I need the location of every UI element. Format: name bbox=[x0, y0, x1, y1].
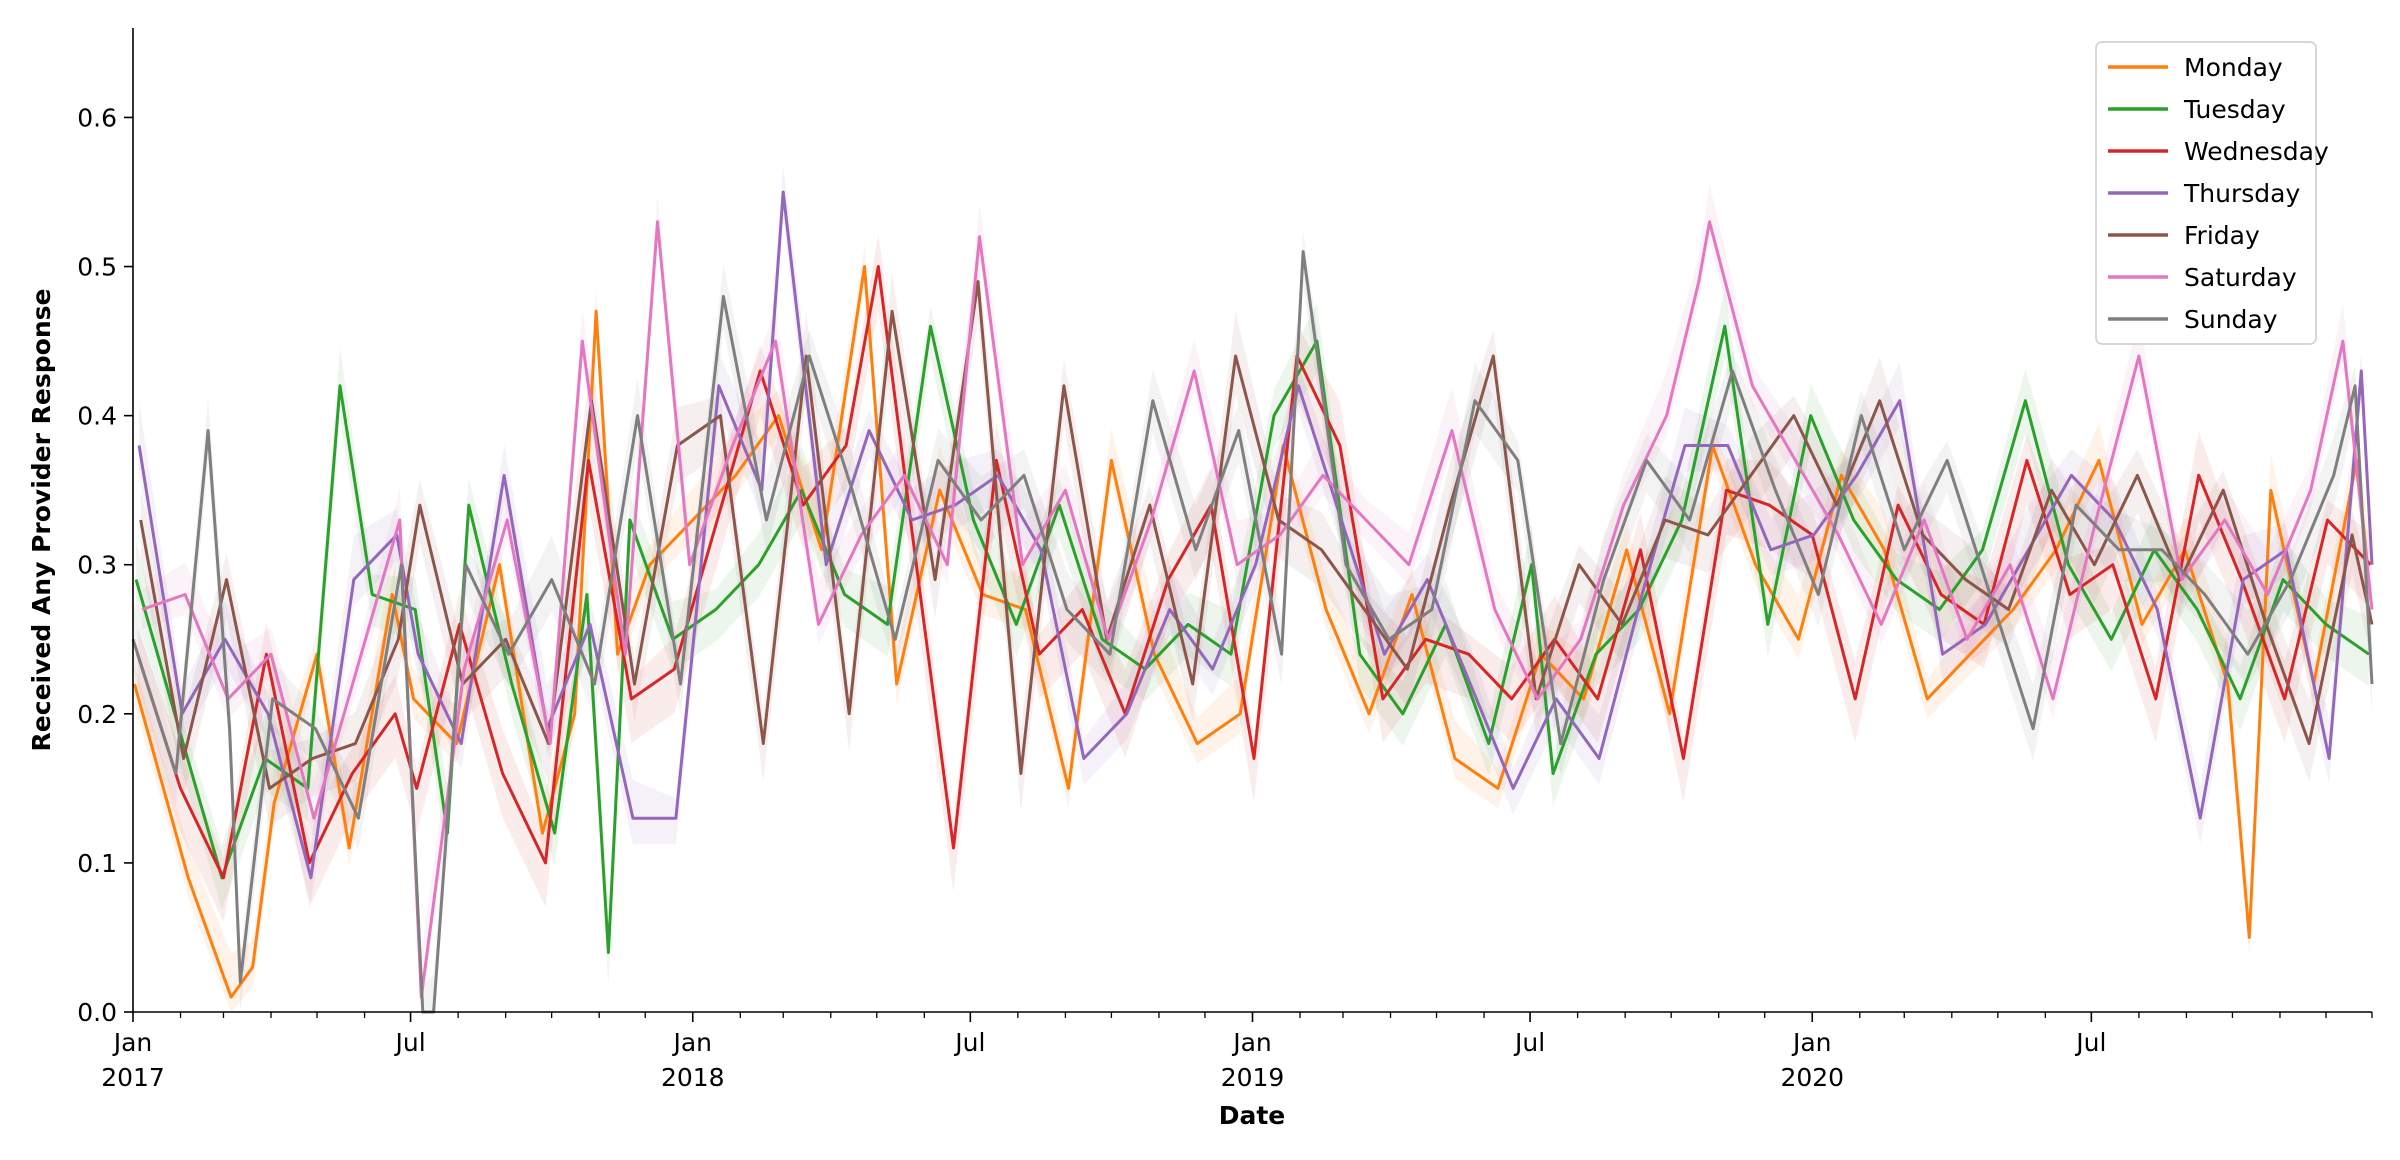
y-tick-label: 0.0 bbox=[77, 998, 117, 1027]
confidence-band-wednesday bbox=[137, 234, 2371, 922]
confidence-band-thursday bbox=[139, 166, 2372, 904]
x-tick-year-label: 2020 bbox=[1780, 1063, 1844, 1092]
x-ticks: Jan 2017 Jul Jan 2018 Jul Jan 2019 Jul Jan 2020 Jul bbox=[101, 1012, 2373, 1092]
y-tick-label: 0.1 bbox=[77, 849, 117, 878]
x-tick-label: Jan bbox=[112, 1028, 153, 1057]
legend-label: Thursday bbox=[2183, 179, 2300, 208]
series-line-monday bbox=[133, 265, 2369, 999]
legend-label: Wednesday bbox=[2184, 137, 2329, 166]
x-tick-label: Jul bbox=[953, 1028, 985, 1057]
legend-box bbox=[2095, 41, 2317, 345]
y-axis-label: Received Any Provider Response bbox=[27, 289, 56, 752]
legend-label: Saturday bbox=[2184, 263, 2297, 292]
y-tick-label: 0.3 bbox=[77, 551, 117, 580]
x-tick-label: Jul bbox=[1513, 1028, 1545, 1057]
legend-label: Friday bbox=[2184, 221, 2260, 250]
legend: Monday Tuesday Wednesday Thursday Friday Satu… bbox=[2095, 41, 2329, 345]
legend-entry-saturday: Saturday bbox=[2108, 263, 2297, 292]
y-ticks: 0.0 0.1 0.2 0.3 0.4 0.5 0.6 bbox=[77, 103, 133, 1027]
legend-entries: Monday Tuesday Wednesday Thursday Friday Satu… bbox=[2108, 53, 2329, 334]
legend-label: Sunday bbox=[2184, 305, 2278, 334]
series-line-tuesday bbox=[134, 324, 2370, 954]
x-tick-label: Jan bbox=[671, 1028, 712, 1057]
x-tick-year-label: 2018 bbox=[661, 1063, 725, 1092]
confidence-bands bbox=[133, 166, 2373, 1013]
y-tick-label: 0.6 bbox=[77, 103, 117, 132]
legend-label: Monday bbox=[2184, 53, 2283, 82]
y-tick-label: 0.2 bbox=[77, 700, 117, 729]
x-tick-year-label: 2019 bbox=[1221, 1063, 1285, 1092]
legend-entry-friday: Friday bbox=[2108, 221, 2260, 250]
x-tick-label: Jul bbox=[2074, 1028, 2106, 1057]
x-tick-year-label: 2017 bbox=[101, 1063, 165, 1092]
legend-label: Tuesday bbox=[2183, 95, 2286, 124]
x-axis-label: Date bbox=[1219, 1101, 1286, 1130]
y-tick-label: 0.4 bbox=[77, 402, 117, 431]
legend-entry-monday: Monday bbox=[2108, 53, 2283, 82]
series-line-saturday bbox=[141, 220, 2374, 999]
legend-entry-wednesday: Wednesday bbox=[2108, 137, 2329, 166]
x-tick-label: Jan bbox=[1231, 1028, 1272, 1057]
confidence-band-monday bbox=[134, 246, 2368, 1012]
x-tick-label: Jul bbox=[393, 1028, 425, 1057]
y-tick-label: 0.5 bbox=[77, 253, 117, 282]
series-line-friday bbox=[139, 280, 2374, 790]
legend-entry-tuesday: Tuesday bbox=[2108, 95, 2286, 124]
legend-entry-thursday: Thursday bbox=[2108, 179, 2300, 208]
legend-entry-sunday: Sunday bbox=[2108, 305, 2278, 334]
x-tick-label: Jan bbox=[1791, 1028, 1832, 1057]
